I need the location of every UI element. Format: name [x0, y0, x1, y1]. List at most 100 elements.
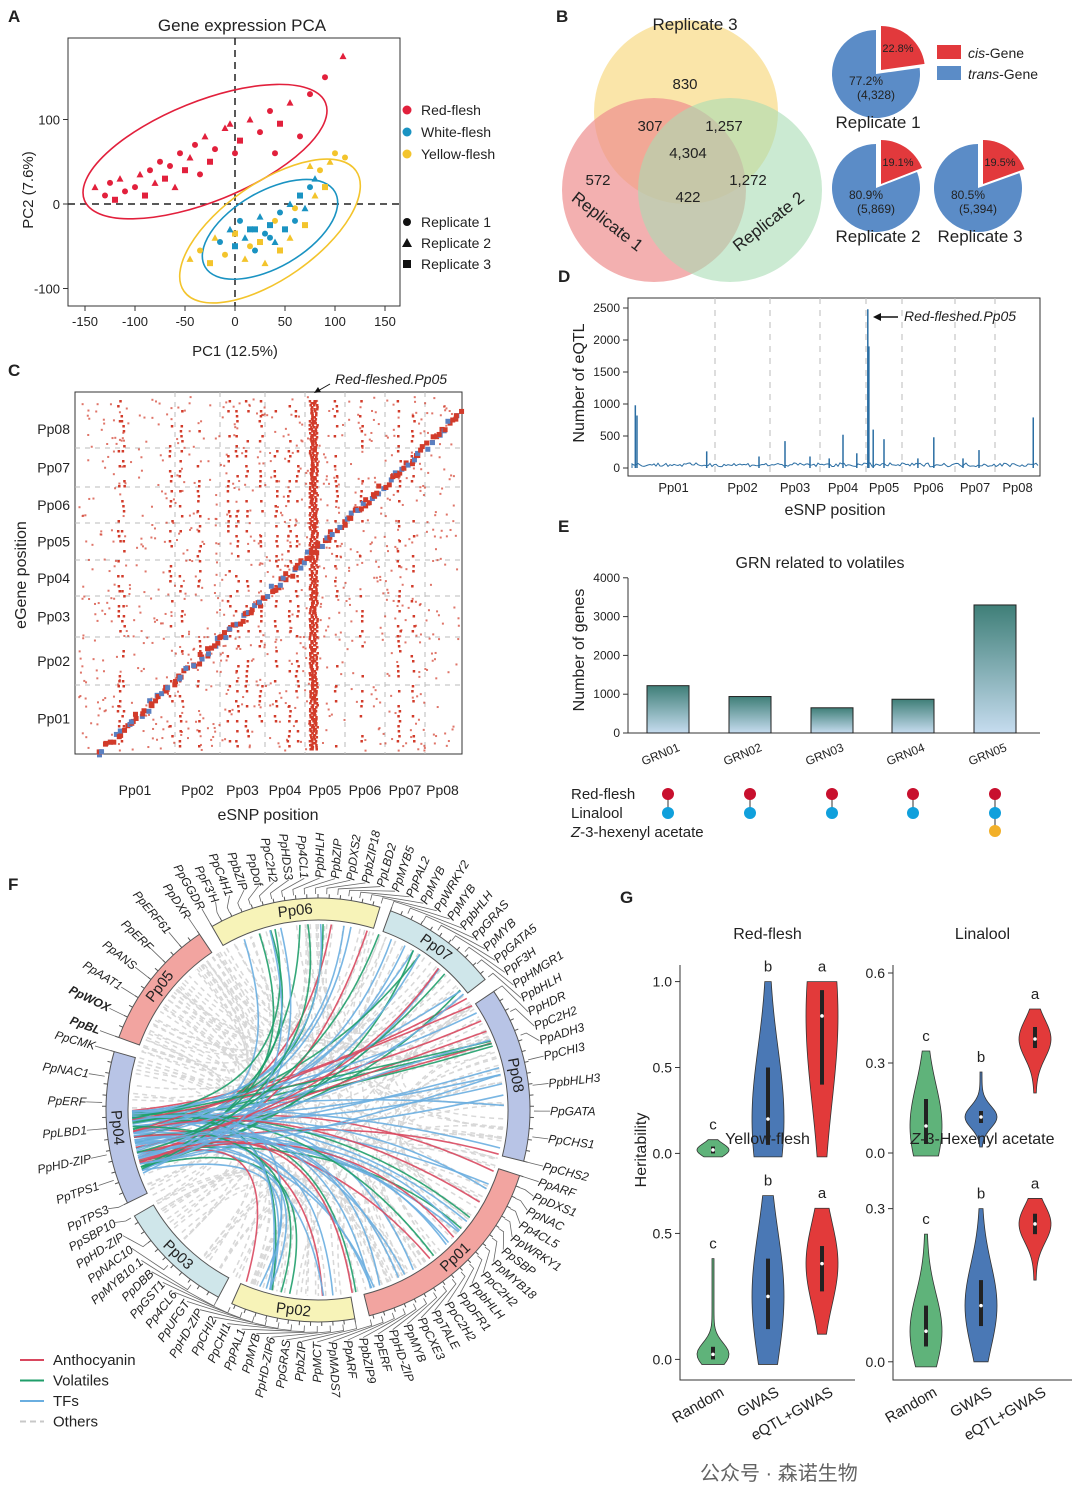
cis-eqtl-dot — [434, 434, 440, 440]
eqtl-dot — [336, 476, 339, 479]
eqtl-dot — [371, 409, 374, 412]
eqtl-dot — [110, 620, 113, 623]
eqtl-dot — [176, 438, 179, 441]
eqtl-dot — [312, 558, 316, 561]
data-point — [232, 150, 238, 157]
eqtl-dot — [153, 527, 156, 530]
eqtl-dot — [101, 460, 104, 463]
x-tick-label: GRN03 — [803, 740, 846, 768]
eqtl-dot — [310, 698, 314, 701]
eqtl-dot — [315, 492, 318, 495]
scale-tick — [524, 1060, 529, 1063]
eqtl-dot — [396, 550, 400, 553]
eqtl-dot — [97, 602, 100, 605]
eqtl-dot — [245, 680, 248, 683]
eqtl-dot — [315, 736, 319, 739]
eqtl-dot — [274, 430, 277, 433]
eqtl-dot — [433, 535, 436, 538]
eqtl-count-plot: eSNP position Number of eQTL 05001000150… — [571, 297, 1041, 519]
eqtl-dot — [258, 591, 261, 594]
gene-label: Pp4CL1 — [295, 835, 312, 879]
significance-letter: a — [1031, 986, 1040, 1003]
eqtl-dot — [119, 630, 122, 633]
eqtl-dot — [369, 543, 372, 546]
link-others — [133, 966, 437, 1090]
eqtl-dot — [316, 652, 319, 655]
eqtl-dot — [309, 528, 312, 531]
eqtl-dot — [87, 459, 90, 462]
eqtl-dot — [444, 563, 447, 566]
eqtl-dot — [212, 735, 215, 738]
eqtl-dot — [118, 700, 122, 703]
gene-tick — [303, 878, 336, 895]
eqtl-dot — [311, 592, 314, 595]
y-tick-label: 1500 — [593, 365, 620, 379]
eqtl-dot — [84, 514, 87, 517]
eqtl-dot — [312, 470, 315, 473]
cis-eqtl-dot — [309, 550, 315, 556]
eqtl-dot — [235, 435, 238, 438]
eqtl-dot — [445, 407, 448, 410]
eqtl-dot — [432, 633, 435, 636]
eqtl-dot — [271, 416, 274, 419]
eqtl-dot — [330, 713, 333, 716]
scale-tick — [196, 1285, 200, 1290]
eqtl-dot — [311, 418, 314, 421]
eqtl-dot — [315, 646, 319, 649]
eqtl-dot — [161, 490, 164, 493]
eqtl-dot — [326, 461, 329, 464]
scale-tick — [154, 1248, 159, 1253]
eqtl-dot — [415, 722, 418, 725]
eqtl-dot — [335, 505, 338, 508]
eqtl-dot — [288, 490, 292, 493]
eqtl-dot — [96, 619, 99, 622]
eqtl-dot — [232, 405, 235, 408]
eqtl-dot — [288, 730, 291, 733]
eqtl-dot — [233, 434, 236, 437]
legend-label: Replicate 2 — [421, 235, 491, 251]
link-anthocyanin — [133, 1005, 473, 1133]
eqtl-dot — [259, 590, 262, 593]
eqtl-dot — [278, 720, 281, 723]
eqtl-dot — [396, 740, 400, 743]
eqtl-dot — [121, 680, 125, 683]
eqtl-dot — [221, 651, 224, 654]
eqtl-dot — [452, 504, 455, 507]
eqtl-dot — [450, 443, 453, 446]
cis-eqtl-dot — [301, 560, 307, 566]
eqtl-dot — [315, 658, 318, 661]
eqtl-dot — [311, 630, 315, 633]
data-point — [102, 192, 108, 199]
eqtl-dot — [274, 505, 278, 508]
eqtl-dot — [311, 422, 314, 425]
eqtl-dot — [326, 504, 329, 507]
eqtl-dot — [116, 530, 120, 533]
eqtl-dot — [311, 668, 315, 671]
eqtl-dot — [390, 454, 393, 457]
eqtl-dot — [278, 745, 281, 748]
eqtl-dot — [199, 713, 202, 716]
eqtl-dot — [310, 664, 314, 667]
eqtl-dot — [178, 532, 181, 535]
scale-tick — [105, 1149, 110, 1152]
eqtl-dot — [93, 639, 96, 642]
eqtl-dot — [103, 422, 106, 425]
eqtl-dot — [309, 728, 312, 731]
chromosome-Pp03 — [133, 1204, 230, 1298]
eqtl-dot — [411, 715, 415, 718]
eqtl-dot — [309, 606, 313, 609]
eqtl-dot — [248, 522, 251, 525]
eqtl-dot — [311, 622, 315, 625]
eqtl-dot — [236, 555, 240, 558]
eqtl-dot — [312, 466, 315, 469]
violin-median — [979, 1115, 983, 1119]
eqtl-dot — [296, 580, 300, 583]
eqtl-dot — [335, 555, 339, 558]
eqtl-dot — [88, 497, 91, 500]
eqtl-dot — [258, 695, 262, 698]
cis-eqtl-dot — [430, 434, 436, 440]
eqtl-dot — [313, 522, 316, 525]
eqtl-dot — [312, 426, 316, 429]
eqtl-dot — [313, 546, 317, 549]
eqtl-dot — [151, 641, 154, 644]
